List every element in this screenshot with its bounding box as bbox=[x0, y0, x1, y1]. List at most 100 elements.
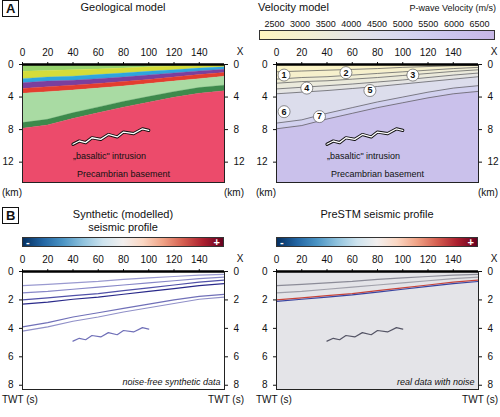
svg-text:2: 2 bbox=[8, 294, 14, 305]
svg-text:20: 20 bbox=[296, 47, 308, 58]
svg-text:6: 6 bbox=[234, 351, 240, 362]
svg-text:120: 120 bbox=[166, 47, 183, 58]
svg-text:8: 8 bbox=[488, 379, 494, 390]
svg-text:4: 4 bbox=[488, 323, 494, 334]
svg-text:20: 20 bbox=[42, 254, 54, 265]
svg-text:4: 4 bbox=[8, 91, 14, 102]
svg-text:6: 6 bbox=[488, 351, 494, 362]
svg-text:0: 0 bbox=[262, 59, 268, 70]
svg-text:2: 2 bbox=[234, 294, 240, 305]
svg-text:1: 1 bbox=[282, 70, 287, 80]
svg-text:2: 2 bbox=[262, 294, 268, 305]
svg-text:60: 60 bbox=[93, 47, 105, 58]
svg-text:60: 60 bbox=[93, 254, 105, 265]
html-text:(km): (km) bbox=[224, 187, 244, 198]
svg-text:0: 0 bbox=[488, 266, 494, 277]
svg-text:12: 12 bbox=[2, 156, 14, 167]
svg-text:40: 40 bbox=[67, 254, 79, 265]
svg-text:12: 12 bbox=[488, 156, 500, 167]
svg-text:80: 80 bbox=[372, 47, 384, 58]
svg-text:80: 80 bbox=[118, 254, 130, 265]
svg-text:5: 5 bbox=[367, 85, 372, 95]
svg-text:4: 4 bbox=[262, 91, 268, 102]
svg-text:60: 60 bbox=[347, 47, 359, 58]
svg-text:0: 0 bbox=[274, 254, 280, 265]
html-text:(km): (km) bbox=[256, 187, 276, 198]
html-text:2500: 2500 bbox=[264, 19, 285, 29]
svg-text:2: 2 bbox=[343, 68, 348, 78]
svg-text:2: 2 bbox=[488, 294, 494, 305]
svg-text:X: X bbox=[237, 46, 244, 57]
svg-text:4: 4 bbox=[304, 83, 309, 93]
svg-text:4: 4 bbox=[262, 323, 268, 334]
svg-text:100: 100 bbox=[140, 47, 157, 58]
svg-text:20: 20 bbox=[42, 47, 54, 58]
html-text:A: A bbox=[6, 1, 16, 16]
svg-text:80: 80 bbox=[118, 47, 130, 58]
svg-text:0: 0 bbox=[274, 47, 280, 58]
svg-text:real data with noise: real data with noise bbox=[397, 377, 475, 387]
html-text:Synthetic (modelled) seismic p: Synthetic (modelled) seismic profile bbox=[72, 208, 174, 233]
svg-text:12: 12 bbox=[256, 156, 268, 167]
svg-text:„basaltic" intrusion: „basaltic" intrusion bbox=[73, 151, 146, 161]
svg-text:0: 0 bbox=[20, 254, 26, 265]
svg-text:4: 4 bbox=[488, 91, 494, 102]
html-text:(km): (km) bbox=[478, 187, 498, 198]
html-text:PreSTM seismic profile: PreSTM seismic profile bbox=[320, 208, 434, 220]
svg-text:0: 0 bbox=[20, 47, 26, 58]
svg-text:140: 140 bbox=[445, 47, 462, 58]
svg-text:Precambrian basement: Precambrian basement bbox=[77, 169, 171, 179]
svg-text:40: 40 bbox=[67, 47, 79, 58]
svg-text:7: 7 bbox=[317, 111, 322, 121]
svg-text:6: 6 bbox=[8, 351, 14, 362]
svg-text:12: 12 bbox=[234, 156, 246, 167]
svg-text:8: 8 bbox=[262, 124, 268, 135]
svg-text:6: 6 bbox=[282, 107, 287, 117]
html-text:TWT (s): TWT (s) bbox=[256, 394, 292, 405]
svg-text:Precambrian basement: Precambrian basement bbox=[331, 169, 425, 179]
svg-text:40: 40 bbox=[321, 47, 333, 58]
svg-text:120: 120 bbox=[420, 254, 437, 265]
html-text:TWT (s): TWT (s) bbox=[462, 394, 498, 405]
html-text:Geological model: Geological model bbox=[80, 1, 166, 13]
svg-text:140: 140 bbox=[191, 254, 208, 265]
html-text:Velocity model: Velocity model bbox=[258, 1, 329, 13]
svg-text:8: 8 bbox=[8, 124, 14, 135]
svg-text:100: 100 bbox=[140, 254, 157, 265]
svg-text:120: 120 bbox=[420, 47, 437, 58]
html-text:(km): (km) bbox=[2, 187, 22, 198]
svg-text:60: 60 bbox=[347, 254, 359, 265]
svg-text:X: X bbox=[491, 46, 498, 57]
svg-text:140: 140 bbox=[445, 254, 462, 265]
svg-text:0: 0 bbox=[234, 59, 240, 70]
svg-text:6: 6 bbox=[262, 351, 268, 362]
svg-text:8: 8 bbox=[8, 379, 14, 390]
svg-text:„basaltic" intrusion: „basaltic" intrusion bbox=[327, 151, 400, 161]
svg-text:4: 4 bbox=[234, 91, 240, 102]
svg-text:8: 8 bbox=[262, 379, 268, 390]
svg-text:8: 8 bbox=[234, 379, 240, 390]
svg-text:3: 3 bbox=[410, 70, 415, 80]
svg-text:noise-free synthetic data: noise-free synthetic data bbox=[122, 377, 220, 387]
svg-text:0: 0 bbox=[234, 266, 240, 277]
svg-text:8: 8 bbox=[488, 124, 494, 135]
svg-text:0: 0 bbox=[8, 266, 14, 277]
svg-text:0: 0 bbox=[8, 59, 14, 70]
svg-text:100: 100 bbox=[394, 47, 411, 58]
html-text:P-wave Velocity (m/s): P-wave Velocity (m/s) bbox=[409, 3, 496, 13]
svg-text:140: 140 bbox=[191, 47, 208, 58]
html-text:TWT (s): TWT (s) bbox=[208, 394, 244, 405]
svg-text:100: 100 bbox=[394, 254, 411, 265]
svg-text:20: 20 bbox=[296, 254, 308, 265]
svg-text:0: 0 bbox=[262, 266, 268, 277]
svg-text:0: 0 bbox=[488, 59, 494, 70]
svg-text:4: 4 bbox=[234, 323, 240, 334]
html-text:TWT (s): TWT (s) bbox=[2, 394, 38, 405]
svg-text:8: 8 bbox=[234, 124, 240, 135]
svg-text:80: 80 bbox=[372, 254, 384, 265]
svg-text:X: X bbox=[237, 253, 244, 264]
svg-text:X: X bbox=[491, 253, 498, 264]
svg-text:120: 120 bbox=[166, 254, 183, 265]
svg-text:40: 40 bbox=[321, 254, 333, 265]
svg-text:4: 4 bbox=[8, 323, 14, 334]
